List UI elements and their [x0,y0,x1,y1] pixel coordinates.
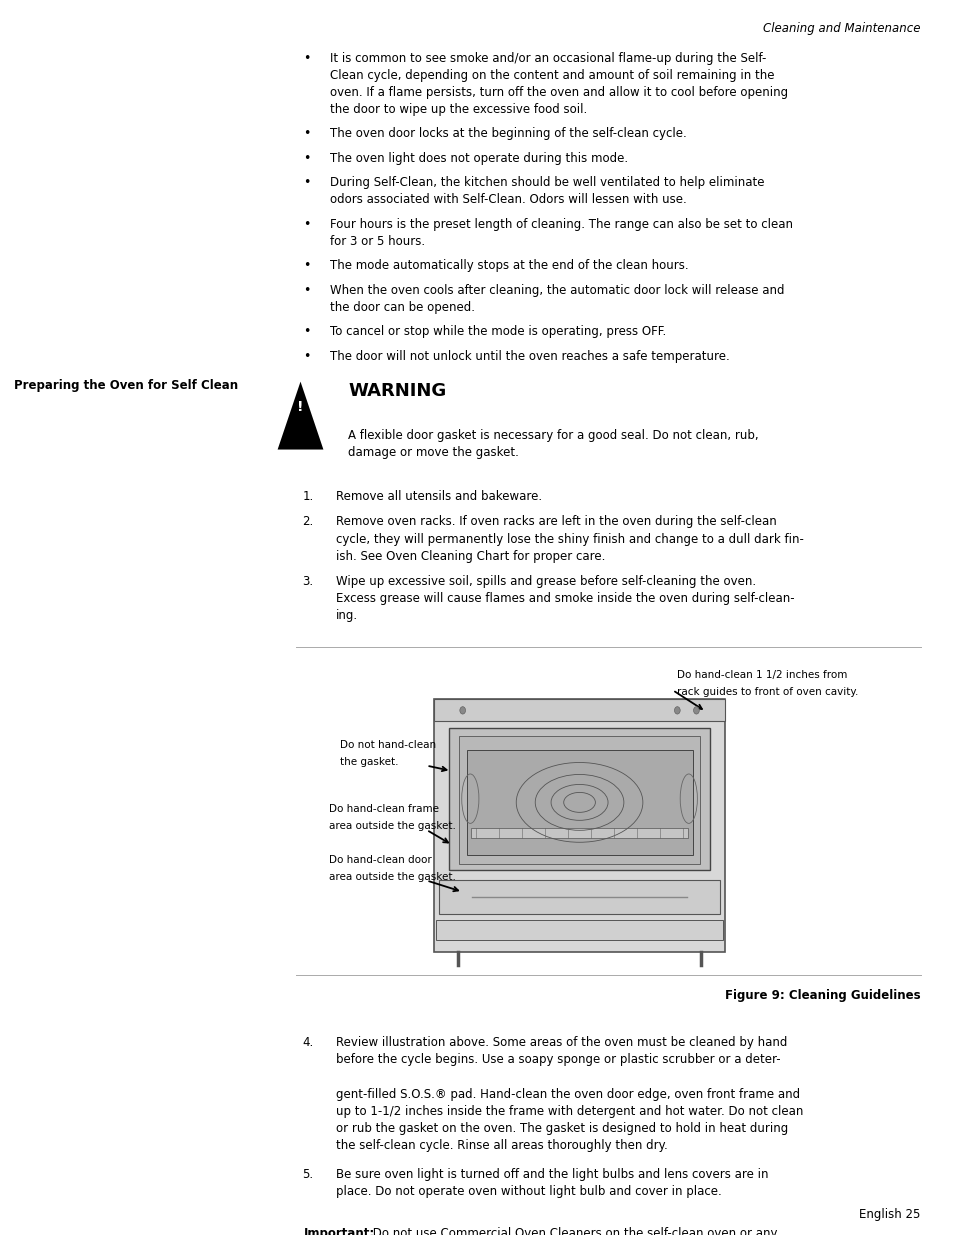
Text: When the oven cools after cleaning, the automatic door lock will release and: When the oven cools after cleaning, the … [330,284,783,296]
Text: During Self-Clean, the kitchen should be well ventilated to help eliminate: During Self-Clean, the kitchen should be… [330,177,763,189]
Text: ing.: ing. [335,609,357,622]
Text: Preparing the Oven for Self Clean: Preparing the Oven for Self Clean [14,379,238,393]
Text: •: • [303,350,311,363]
Bar [434,699,724,952]
Text: Important:: Important: [304,1226,375,1235]
Text: The oven door locks at the beginning of the self-clean cycle.: The oven door locks at the beginning of … [330,127,686,141]
Text: rack guides to front of oven cavity.: rack guides to front of oven cavity. [677,687,858,697]
Text: cycle, they will permanently lose the shiny finish and change to a dull dark fin: cycle, they will permanently lose the sh… [335,532,802,546]
Bar [466,750,692,855]
Text: •: • [303,52,311,65]
Text: the gasket.: the gasket. [339,757,397,767]
Text: Clean cycle, depending on the content and amount of soil remaining in the: Clean cycle, depending on the content an… [330,69,774,82]
Circle shape [459,706,465,714]
Text: WARNING: WARNING [348,382,446,400]
Bar [458,736,700,863]
Text: •: • [303,217,311,231]
Text: Remove all utensils and bakeware.: Remove all utensils and bakeware. [335,490,541,503]
Bar [434,699,724,721]
Text: Remove oven racks. If oven racks are left in the oven during the self-clean: Remove oven racks. If oven racks are lef… [335,515,776,529]
Text: damage or move the gasket.: damage or move the gasket. [348,446,518,458]
Text: 3.: 3. [302,576,314,588]
Text: gent-filled S.O.S.® pad. Hand-clean the oven door edge, oven front frame and: gent-filled S.O.S.® pad. Hand-clean the … [335,1088,800,1100]
Text: The mode automatically stops at the end of the clean hours.: The mode automatically stops at the end … [330,259,688,273]
Text: 4.: 4. [302,1036,314,1050]
Text: English 25: English 25 [859,1208,920,1221]
Text: A flexible door gasket is necessary for a good seal. Do not clean, rub,: A flexible door gasket is necessary for … [348,429,758,442]
Text: Figure 9: Cleaning Guidelines: Figure 9: Cleaning Guidelines [724,989,920,1003]
Text: for 3 or 5 hours.: for 3 or 5 hours. [330,235,425,248]
Text: Review illustration above. Some areas of the oven must be cleaned by hand: Review illustration above. Some areas of… [335,1036,786,1050]
Text: area outside the gasket.: area outside the gasket. [329,872,456,882]
Bar [436,920,722,940]
Text: odors associated with Self-Clean. Odors will lessen with use.: odors associated with Self-Clean. Odors … [330,194,686,206]
Bar [438,879,720,914]
Text: ish. See Oven Cleaning Chart for proper care.: ish. See Oven Cleaning Chart for proper … [335,550,604,563]
Text: The oven light does not operate during this mode.: The oven light does not operate during t… [330,152,627,165]
Bar [449,727,709,869]
Text: area outside the gasket.: area outside the gasket. [329,821,456,831]
Text: before the cycle begins. Use a soapy sponge or plastic scrubber or a deter-: before the cycle begins. Use a soapy spo… [335,1053,780,1067]
Text: •: • [303,177,311,189]
Text: 2.: 2. [302,515,314,529]
Text: Excess grease will cause flames and smoke inside the oven during self-clean-: Excess grease will cause flames and smok… [335,593,794,605]
Text: Cleaning and Maintenance: Cleaning and Maintenance [762,22,920,36]
Text: Do not hand-clean: Do not hand-clean [339,740,436,750]
Text: the door to wipe up the excessive food soil.: the door to wipe up the excessive food s… [330,103,587,116]
Text: Be sure oven light is turned off and the light bulbs and lens covers are in: Be sure oven light is turned off and the… [335,1168,767,1181]
Text: The door will not unlock until the oven reaches a safe temperature.: The door will not unlock until the oven … [330,350,729,363]
Circle shape [674,706,679,714]
Text: •: • [303,325,311,338]
Text: Wipe up excessive soil, spills and grease before self-cleaning the oven.: Wipe up excessive soil, spills and greas… [335,576,755,588]
Polygon shape [277,382,323,450]
Text: Do hand-clean door: Do hand-clean door [329,855,432,864]
Text: 5.: 5. [302,1168,314,1181]
Text: Do hand-clean frame: Do hand-clean frame [329,804,438,814]
Text: •: • [303,127,311,141]
Text: Four hours is the preset length of cleaning. The range can also be set to clean: Four hours is the preset length of clean… [330,217,792,231]
Text: the door can be opened.: the door can be opened. [330,301,475,314]
Text: Do not use Commercial Oven Cleaners on the self-clean oven or any: Do not use Commercial Oven Cleaners on t… [369,1226,777,1235]
Text: up to 1-1/2 inches inside the frame with detergent and hot water. Do not clean: up to 1-1/2 inches inside the frame with… [335,1104,802,1118]
Circle shape [693,706,699,714]
Text: !: ! [297,400,303,415]
Text: the self-clean cycle. Rinse all areas thoroughly then dry.: the self-clean cycle. Rinse all areas th… [335,1139,667,1152]
Text: •: • [303,259,311,273]
Text: Do hand-clean 1 1/2 inches from: Do hand-clean 1 1/2 inches from [677,669,847,679]
Text: or rub the gasket on the oven. The gasket is designed to hold in heat during: or rub the gasket on the oven. The gaske… [335,1121,787,1135]
Text: •: • [303,152,311,165]
Text: place. Do not operate oven without light bulb and cover in place.: place. Do not operate oven without light… [335,1186,720,1198]
Bar [471,827,687,837]
Text: oven. If a flame persists, turn off the oven and allow it to cool before opening: oven. If a flame persists, turn off the … [330,86,787,99]
Text: 1.: 1. [302,490,314,503]
Text: It is common to see smoke and/or an occasional flame-up during the Self-: It is common to see smoke and/or an occa… [330,52,765,65]
Text: To cancel or stop while the mode is operating, press OFF.: To cancel or stop while the mode is oper… [330,325,665,338]
Text: •: • [303,284,311,296]
